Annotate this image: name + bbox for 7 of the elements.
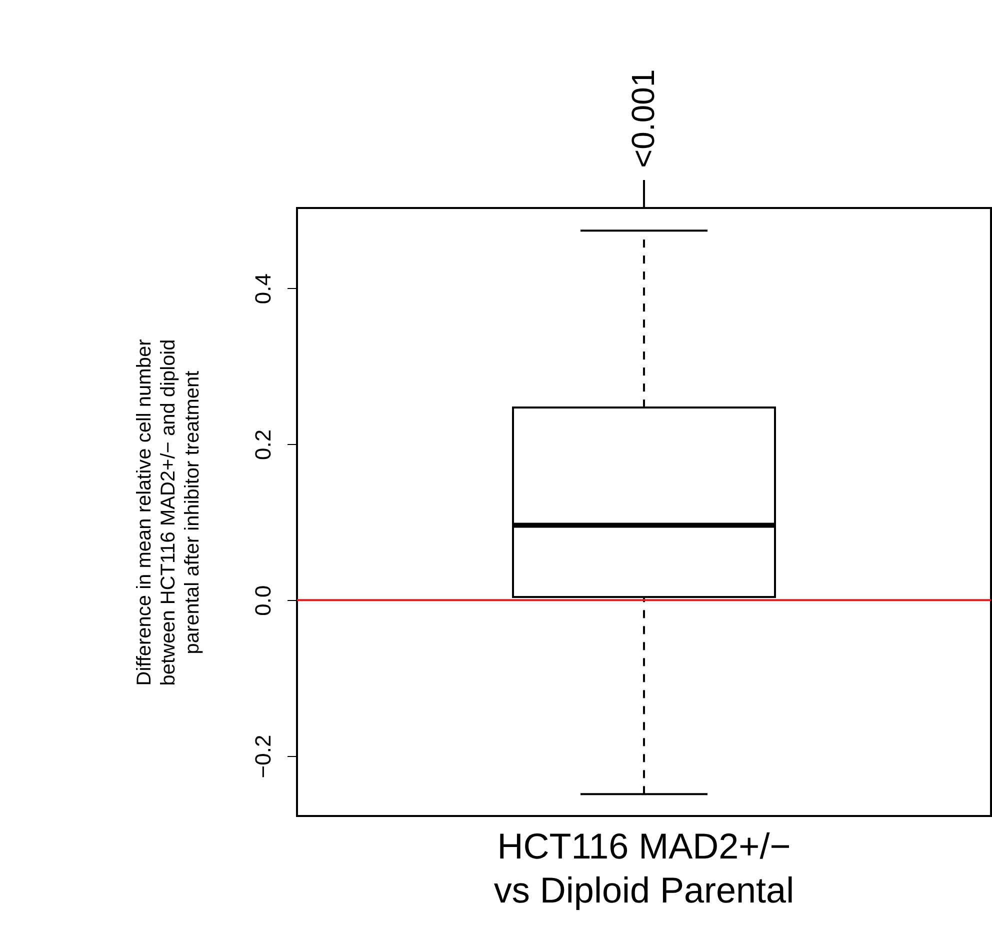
y-tick-label: 0.4: [250, 273, 276, 304]
x-tick-label: HCT116 MAD2+/− vs Diploid Parental: [494, 826, 794, 910]
y-tick-label: 0.0: [250, 585, 276, 616]
y-axis-title: Difference in mean relative cell number between HCT116 MAD2+/− and diploid parental after inhibitor treatment: [134, 338, 204, 686]
y-tick-label: −0.2: [250, 734, 276, 778]
y-tick-label: 0.2: [250, 429, 276, 460]
text: <0.001: [625, 69, 661, 168]
